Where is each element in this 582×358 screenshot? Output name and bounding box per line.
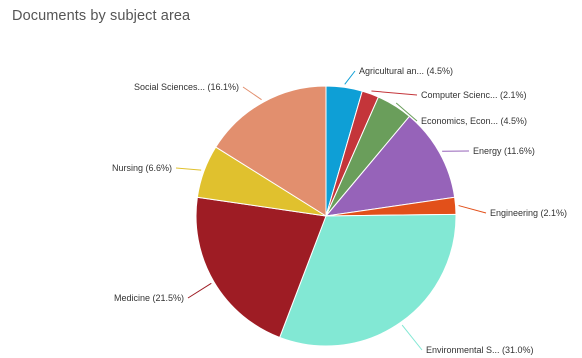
slice-label-engineering: Engineering (2.1%) <box>490 208 567 218</box>
pie-slice-energy[interactable] <box>324 115 456 217</box>
slice-label-medicine: Medicine (21.5%) <box>114 293 184 303</box>
slice-label-social-sciences: Social Sciences... (16.1%) <box>134 82 239 92</box>
slice-label-agricultural-an: Agricultural an... (4.5%) <box>359 66 453 76</box>
leader-lines <box>175 70 487 351</box>
slice-labels: Agricultural an... (4.5%) Computer Scienc… <box>112 66 567 355</box>
pie-slice-social-sciences[interactable] <box>215 85 327 217</box>
leader-line-agricultural-an <box>344 70 356 85</box>
pie-slice-environmental-s[interactable] <box>279 213 457 347</box>
slice-label-economics-econ: Economics, Econ... (4.5%) <box>421 116 527 126</box>
leader-line-social-sciences <box>242 86 262 101</box>
chart-title: Documents by subject area <box>12 8 191 24</box>
leader-line-engineering <box>458 205 487 214</box>
slice-label-computer-scienc: Computer Scienc... (2.1%) <box>421 90 527 100</box>
slice-label-environmental-s: Environmental S... (31.0%) <box>426 345 534 355</box>
leader-line-medicine <box>187 282 212 299</box>
slice-label-nursing: Nursing (6.6%) <box>112 163 172 173</box>
pie-slice-medicine[interactable] <box>195 196 327 339</box>
pie-slices <box>195 85 457 347</box>
leader-line-economics-econ <box>395 102 418 122</box>
leader-line-environmental-s <box>401 324 423 351</box>
slice-label-energy: Energy (11.6%) <box>473 146 535 156</box>
leader-line-computer-scienc <box>371 90 418 96</box>
leader-line-nursing <box>175 167 202 171</box>
